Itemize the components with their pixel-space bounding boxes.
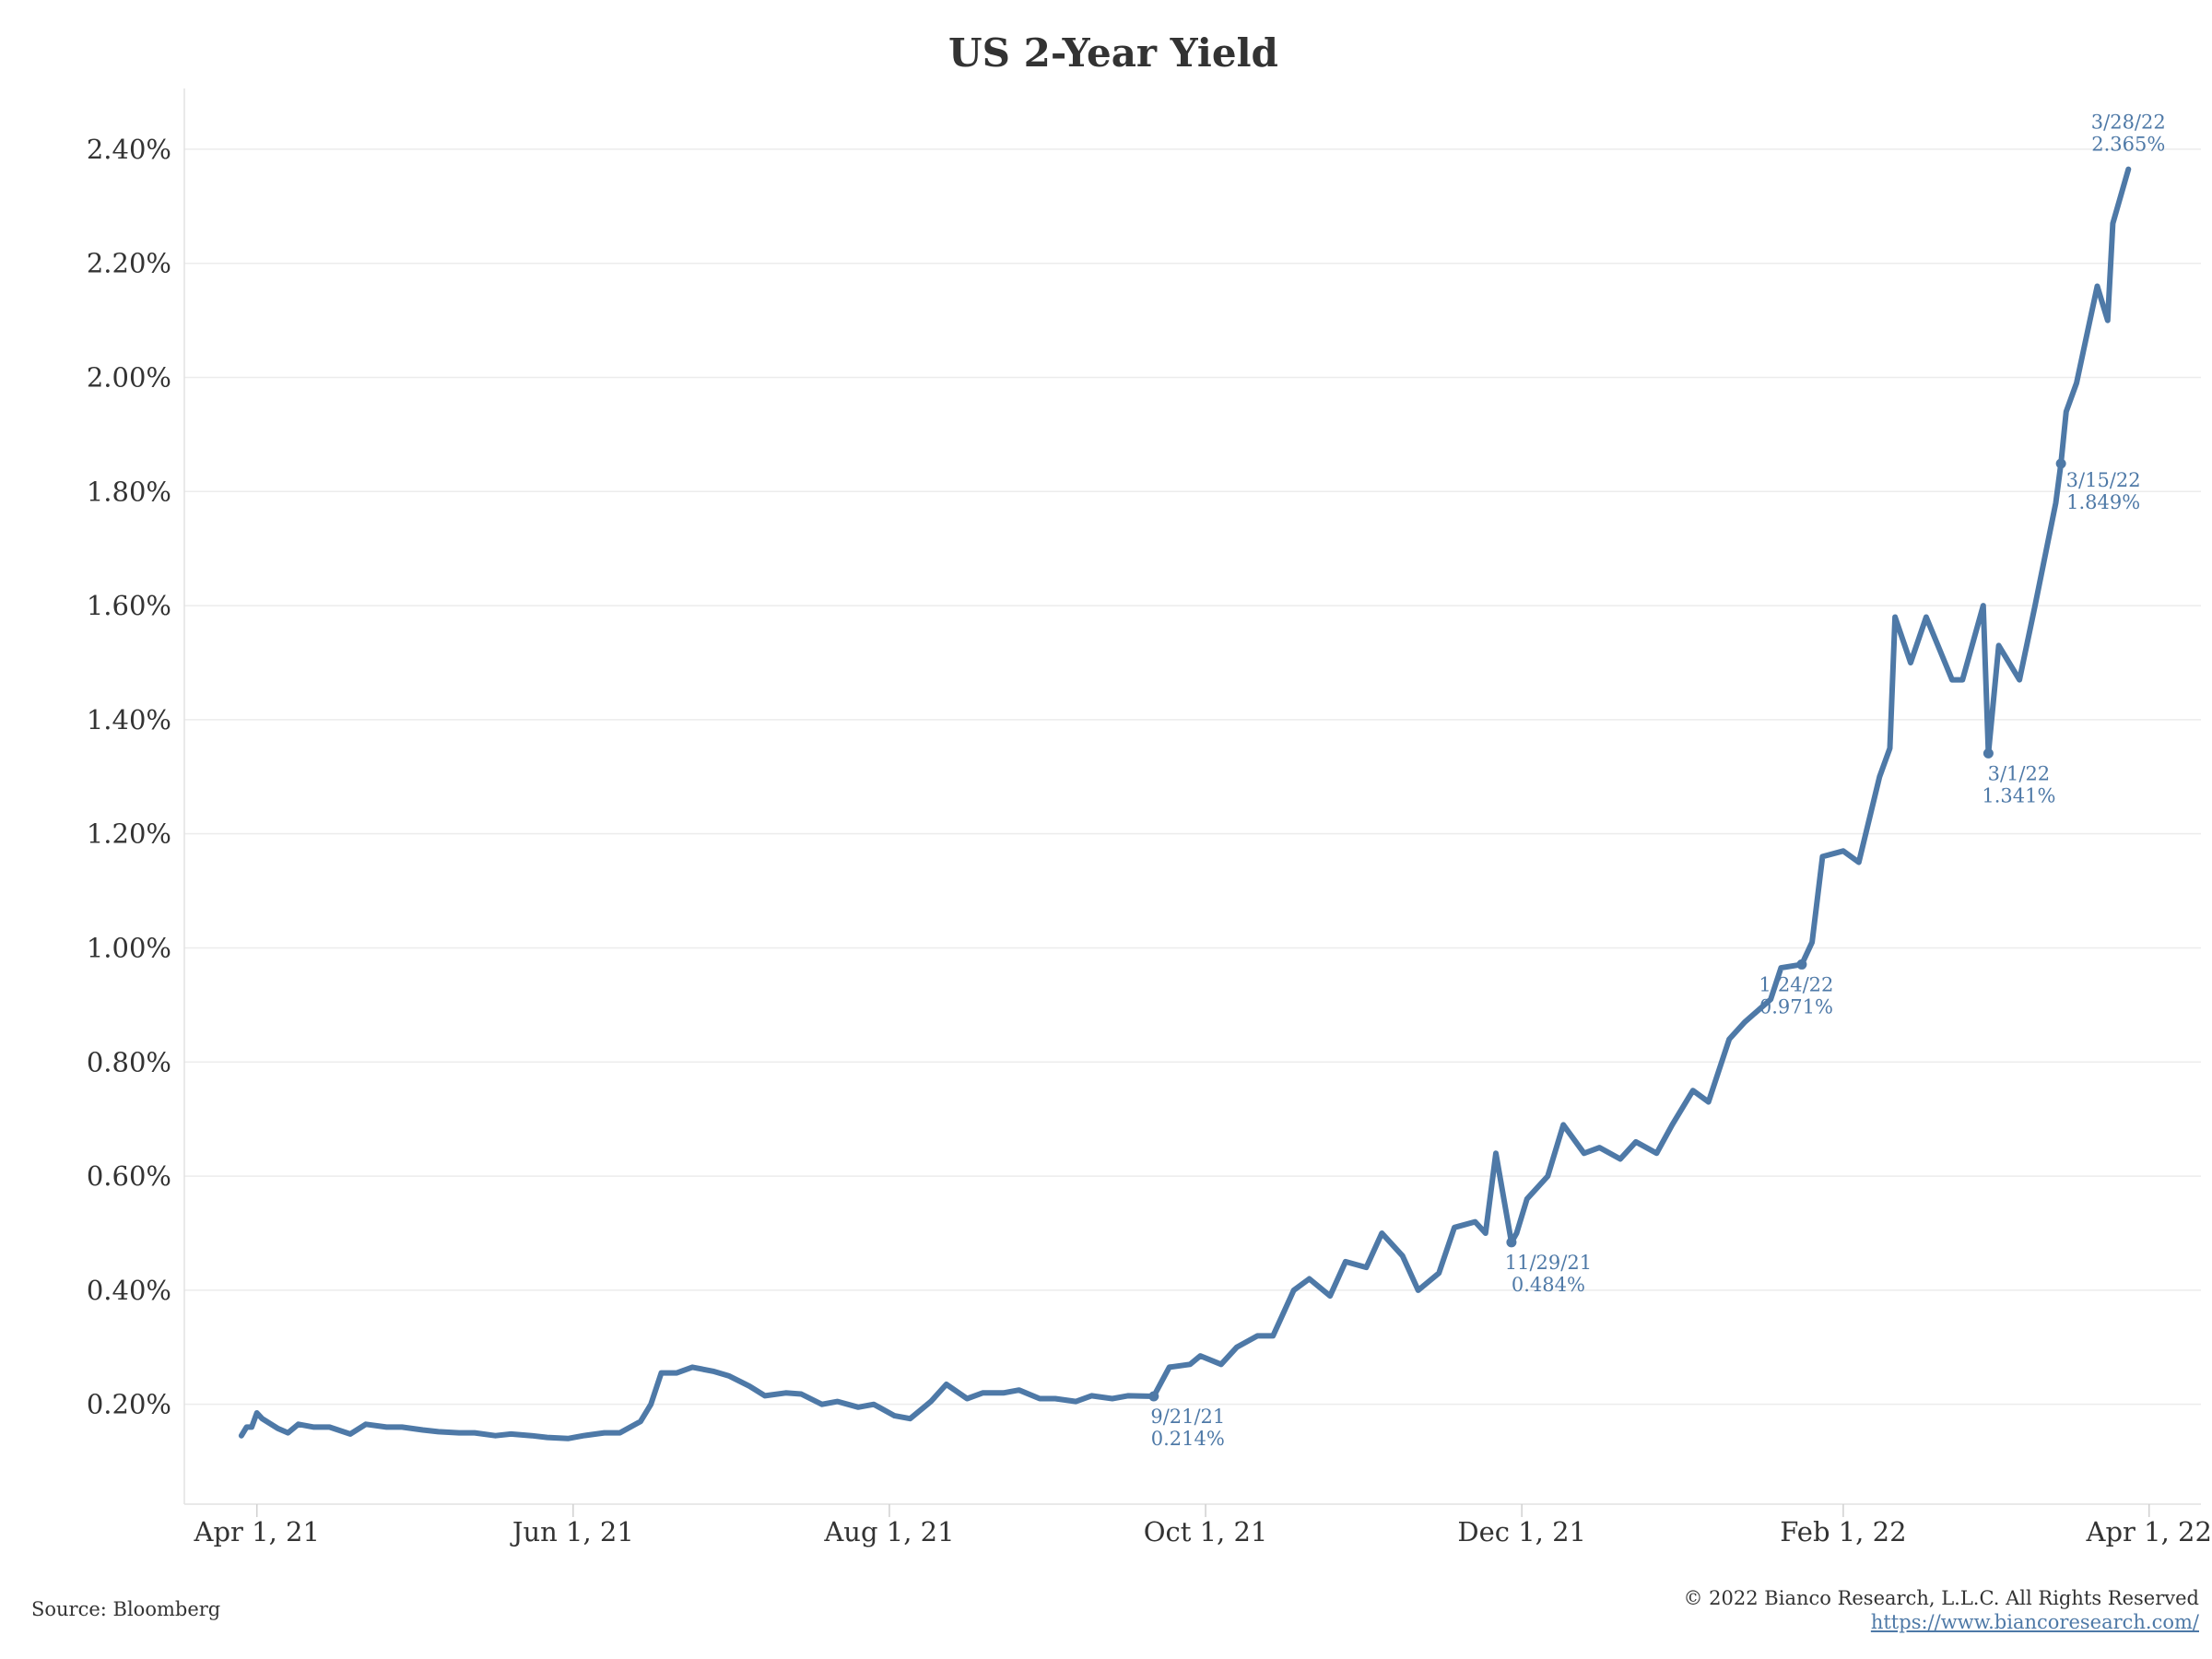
y-tick-label: 0.80%	[87, 1046, 171, 1077]
website-link[interactable]: https://www.biancoresearch.com/	[1870, 1611, 2199, 1633]
y-tick-label: 0.60%	[87, 1160, 171, 1192]
x-tick-label: Apr 1, 21	[194, 1516, 320, 1547]
series-layer	[238, 166, 2132, 1441]
x-tick-label: Oct 1, 21	[1144, 1516, 1268, 1547]
x-tick-label: Apr 1, 22	[2086, 1516, 2212, 1547]
y-tick-label: 0.20%	[87, 1389, 171, 1420]
chart-title: US 2-Year Yield	[948, 30, 1278, 76]
y-tick-label: 1.60%	[87, 590, 171, 621]
y-tick-label: 2.20%	[87, 248, 171, 279]
annotation-marker	[2055, 458, 2066, 469]
y-tick-label: 1.80%	[87, 476, 171, 507]
y-tick-label: 2.40%	[87, 134, 171, 165]
yield-series-line	[238, 166, 2132, 1441]
y-tick-label: 1.20%	[87, 818, 171, 850]
annotation-date-label: 3/28/22	[2091, 112, 2166, 134]
y-tick-label: 1.00%	[87, 932, 171, 963]
y-tick-label: 0.40%	[87, 1275, 171, 1306]
annotation-date-label: 3/15/22	[2066, 469, 2141, 491]
x-tick-label: Aug 1, 21	[823, 1516, 954, 1547]
annotation-marker	[1796, 959, 1807, 970]
annotation-value-label: 0.971%	[1759, 995, 1833, 1018]
annotation-value-label: 0.484%	[1512, 1274, 1585, 1296]
annotation-date-label: 9/21/21	[1150, 1406, 1225, 1428]
x-axis-ticks: Apr 1, 21 Jun 1, 21 Aug 1, 21 Oct 1, 21 Dec …	[194, 1516, 2212, 1547]
annotation-marker	[1148, 1391, 1159, 1402]
annotation-marker	[1983, 747, 1994, 759]
annotation-date-label: 1/24/22	[1759, 973, 1833, 995]
annotation-date-label: 3/1/22	[1988, 762, 2051, 784]
annotations: 9/21/210.214% 11/29/210.484% 1/24/220.971%…	[1148, 112, 2166, 1450]
source-note: Source: Bloomberg	[31, 1598, 221, 1620]
annotation-value-label: 0.214%	[1151, 1428, 1225, 1450]
copyright-note: © 2022 Bianco Research, L.L.C. All Right…	[1683, 1587, 2200, 1609]
annotation-value-label: 1.341%	[1982, 784, 2055, 806]
x-tick-label: Dec 1, 21	[1457, 1516, 1586, 1547]
y-tick-label: 1.40%	[87, 704, 171, 735]
annotation-value-label: 2.365%	[2091, 134, 2165, 156]
y-tick-label: 2.00%	[87, 361, 171, 393]
x-tick-label: Jun 1, 21	[510, 1516, 634, 1547]
grid	[184, 148, 2201, 1406]
axes	[183, 88, 2201, 1517]
x-tick-label: Feb 1, 22	[1780, 1516, 1906, 1547]
annotation-value-label: 1.849%	[2066, 491, 2140, 513]
y-axis-ticks: 0.20% 0.40% 0.60% 0.80% 1.00% 1.20% 1.40% 1.60%…	[87, 134, 171, 1420]
annotation-date-label: 11/29/21	[1505, 1252, 1592, 1274]
annotation-marker	[1506, 1237, 1517, 1248]
